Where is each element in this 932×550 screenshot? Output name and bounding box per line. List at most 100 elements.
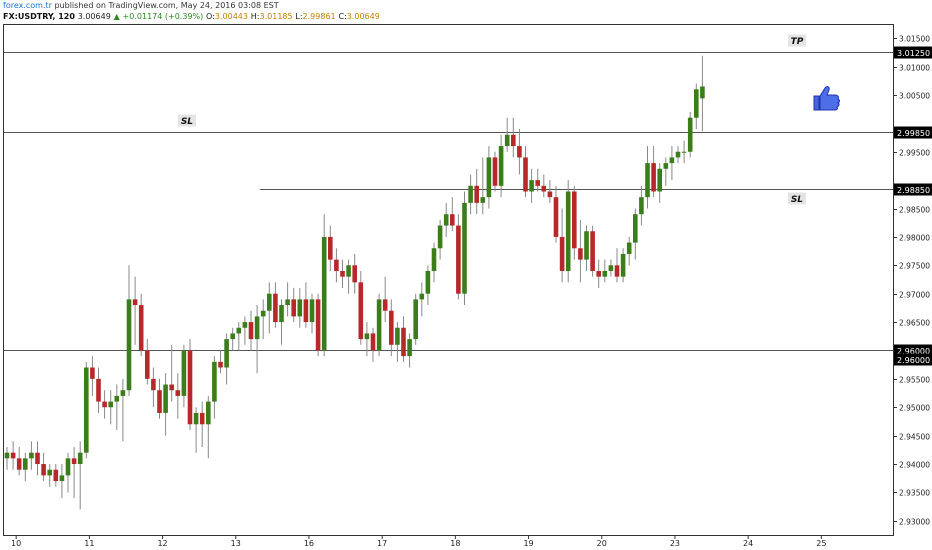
candle-body-up	[425, 270, 431, 294]
candle-body-up	[84, 367, 89, 453]
candle-body-down	[102, 401, 107, 408]
level-label-bg	[787, 34, 806, 47]
candle-body-up	[114, 395, 120, 402]
candle-body-down	[303, 299, 309, 323]
candle-body-up	[309, 299, 315, 323]
time-axis[interactable]: 10 11 12 13 16 17 18 19 20 23 24 25	[11, 535, 826, 548]
x-tick-label: 24	[743, 539, 753, 548]
plot-area[interactable]	[3, 24, 894, 536]
price-change: +0.01174 (+0.39%)	[122, 12, 204, 21]
up-arrow-icon: ▲	[113, 12, 120, 21]
candle-body-down	[651, 163, 656, 192]
candle-body-up	[626, 242, 632, 254]
published-text: published on TradingView.com, May 24, 20…	[54, 1, 279, 10]
y-tick-label: 2.93000	[899, 518, 930, 527]
candle-body-down	[132, 299, 138, 306]
candle-body-down	[53, 469, 59, 482]
candle-body-up	[663, 163, 669, 169]
candle-body-up	[437, 225, 443, 249]
level-price-badge	[894, 46, 932, 59]
candle-body-up	[120, 390, 126, 396]
y-tick-label: 2.99500	[899, 149, 930, 158]
x-tick-label: 25	[816, 539, 826, 548]
candle-body-down	[35, 452, 40, 465]
candle-body-up	[242, 322, 248, 328]
candle-body-down	[187, 350, 193, 425]
candle-body-up	[675, 151, 681, 158]
candle-body-up	[260, 310, 266, 317]
candle-body-down	[340, 270, 345, 277]
y-tick-label: 2.98500	[899, 206, 930, 215]
level-price-label: 2.99850	[897, 129, 930, 138]
level-price-label: 2.96000	[897, 347, 930, 356]
candle-body-down	[90, 367, 95, 379]
candle-body-down	[315, 299, 321, 351]
candle-body-up	[29, 452, 34, 459]
candle-body-down	[358, 282, 364, 340]
candlestick-series	[4, 55, 705, 510]
candle-body-up	[206, 401, 211, 425]
candle-body-down	[218, 361, 223, 368]
level-label: SL	[791, 195, 803, 205]
candle-body-down	[511, 134, 516, 147]
candle-body-down	[352, 265, 357, 283]
candle-body-down	[547, 191, 553, 198]
candle-body-up	[126, 299, 132, 391]
low-value: 2.99861	[302, 12, 336, 21]
y-tick-label: 2.95000	[899, 404, 930, 413]
candle-body-up	[413, 299, 418, 340]
candle-body-down	[456, 225, 461, 294]
candle-body-down	[614, 265, 620, 277]
candle-body-up	[498, 146, 504, 186]
candle-body-down	[71, 458, 77, 465]
candle-body-down	[559, 236, 565, 271]
candle-body-down	[328, 236, 333, 260]
candle-body-down	[16, 458, 22, 470]
y-tick-label: 3.00500	[899, 92, 930, 101]
candle-body-up	[669, 157, 675, 164]
candle-body-up	[602, 270, 608, 277]
candle-body-up	[639, 197, 644, 215]
candle-body-down	[248, 322, 254, 340]
candle-body-up	[193, 412, 199, 425]
candle-body-up	[376, 299, 382, 351]
candle-body-down	[578, 248, 583, 260]
candle-body-up	[47, 469, 52, 476]
candle-body-up	[584, 231, 589, 260]
publish-info: forex.com.tr published on TradingView.co…	[3, 1, 279, 10]
thumbs-up-icon	[813, 86, 840, 111]
candle-body-down	[572, 191, 577, 249]
candle-body-up	[254, 316, 260, 340]
candle-body-down	[389, 310, 394, 345]
candle-body-down	[492, 157, 498, 186]
candle-body-down	[273, 293, 278, 323]
candle-body-up	[321, 236, 327, 351]
last-price-label: 2.96000	[897, 356, 930, 365]
candle-body-down	[370, 333, 376, 351]
open-value: 3.00443	[214, 12, 248, 21]
chart-header: forex.com.tr published on TradingView.co…	[0, 0, 932, 24]
publisher-link[interactable]: forex.com.tr	[3, 1, 52, 10]
open-label: O:	[206, 12, 215, 21]
candle-body-down	[169, 384, 174, 391]
x-tick-label: 19	[523, 539, 533, 548]
x-tick-label: 12	[157, 539, 167, 548]
candle-body-down	[596, 270, 601, 277]
candle-body-up	[346, 265, 351, 277]
candle-body-down	[553, 197, 559, 237]
candle-body-down	[382, 299, 388, 311]
candle-body-down	[157, 390, 162, 413]
candle-body-up	[4, 452, 10, 459]
candle-body-up	[23, 458, 28, 470]
symbol-label: FX:USDTRY, 120	[3, 12, 75, 21]
candle-body-up	[267, 293, 272, 311]
level-label-bg	[787, 192, 806, 205]
candle-body-down	[450, 214, 455, 226]
symbol-info: FX:USDTRY, 120 3.00649 ▲ +0.01174 (+0.39…	[3, 12, 380, 21]
y-tick-label: 3.01000	[899, 64, 930, 73]
candle-body-up	[364, 333, 370, 340]
candle-body-up	[443, 214, 449, 226]
candle-body-down	[474, 185, 479, 203]
